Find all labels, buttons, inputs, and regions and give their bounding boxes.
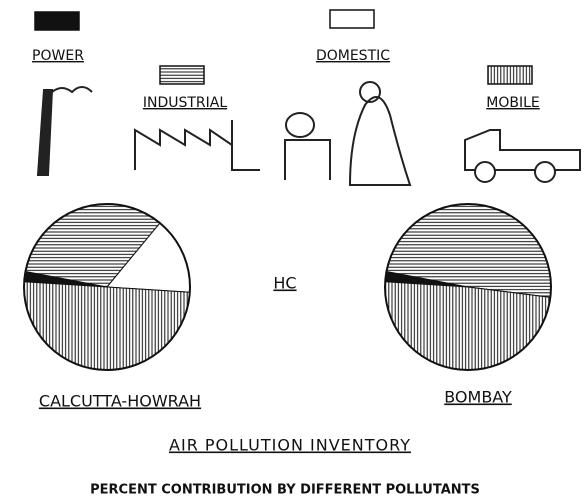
pie-slice xyxy=(24,282,190,370)
pie-label: BOMBAY xyxy=(444,388,512,407)
chart: AIR POLLUTION INVENTORY PERCENT CONTRIBU… xyxy=(0,0,584,503)
legend-swatch xyxy=(160,66,204,84)
legend-label: POWER xyxy=(32,48,84,64)
pie-label: CALCUTTA-HOWRAH xyxy=(39,392,201,411)
legend-label: INDUSTRIAL xyxy=(143,95,228,111)
legend-label: MOBILE xyxy=(486,95,539,111)
chart-subtitle: PERCENT CONTRIBUTION BY DIFFERENT POLLUT… xyxy=(90,483,480,498)
legend-label: DOMESTIC xyxy=(316,48,390,64)
center-label: HC xyxy=(273,274,296,293)
pie-slice xyxy=(385,282,550,370)
legend-swatch xyxy=(488,66,532,84)
chart-title: AIR POLLUTION INVENTORY xyxy=(169,436,411,455)
legend-swatch xyxy=(35,12,79,30)
legend-swatch xyxy=(330,10,374,28)
